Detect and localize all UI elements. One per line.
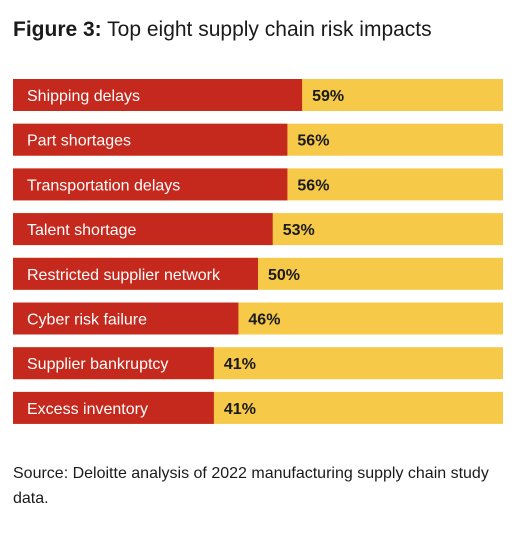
value-label: 56% <box>297 177 329 194</box>
category-label: Talent shortage <box>27 222 137 239</box>
bar <box>13 257 258 290</box>
bar-row: Supplier bankruptcy 41% <box>13 347 503 380</box>
bar-row: Transportation delays 56% <box>13 168 503 201</box>
bar-row: Part shortages 56% <box>13 123 503 156</box>
value-label: 56% <box>297 133 329 150</box>
category-label: Excess inventory <box>27 401 148 418</box>
bar <box>13 123 288 156</box>
category-label: Transportation delays <box>27 177 180 194</box>
bar-row: Excess inventory 41% <box>13 391 503 424</box>
bar <box>13 79 303 111</box>
value-label: 46% <box>248 312 280 329</box>
value-label: 41% <box>224 356 256 373</box>
bar <box>13 347 214 380</box>
chart-title: Figure 3: Top eight supply chain risk im… <box>13 16 432 44</box>
category-label: Part shortages <box>27 133 131 150</box>
category-label: Cyber risk failure <box>27 312 147 329</box>
category-label: Shipping delays <box>27 88 140 105</box>
category-label: Restricted supplier network <box>27 267 221 284</box>
bar <box>13 168 288 201</box>
bar-row: Talent shortage 53% <box>13 213 503 246</box>
bar <box>13 213 273 246</box>
category-label: Supplier bankruptcy <box>27 356 168 373</box>
figure-label: Figure 3: <box>13 18 102 41</box>
bar <box>13 391 214 424</box>
bar-row: Shipping delays 59% <box>13 79 503 111</box>
source-note: Source: Deloitte analysis of 2022 manufa… <box>13 465 489 507</box>
value-label: 59% <box>312 88 344 105</box>
bar-row: Restricted supplier network 50% <box>13 257 503 290</box>
value-label: 41% <box>224 401 256 418</box>
title-text: Top eight supply chain risk impacts <box>107 18 432 41</box>
value-label: 50% <box>268 267 300 284</box>
value-label: 53% <box>283 222 315 239</box>
bar <box>13 302 239 335</box>
bar-row: Cyber risk failure 46% <box>13 302 503 335</box>
